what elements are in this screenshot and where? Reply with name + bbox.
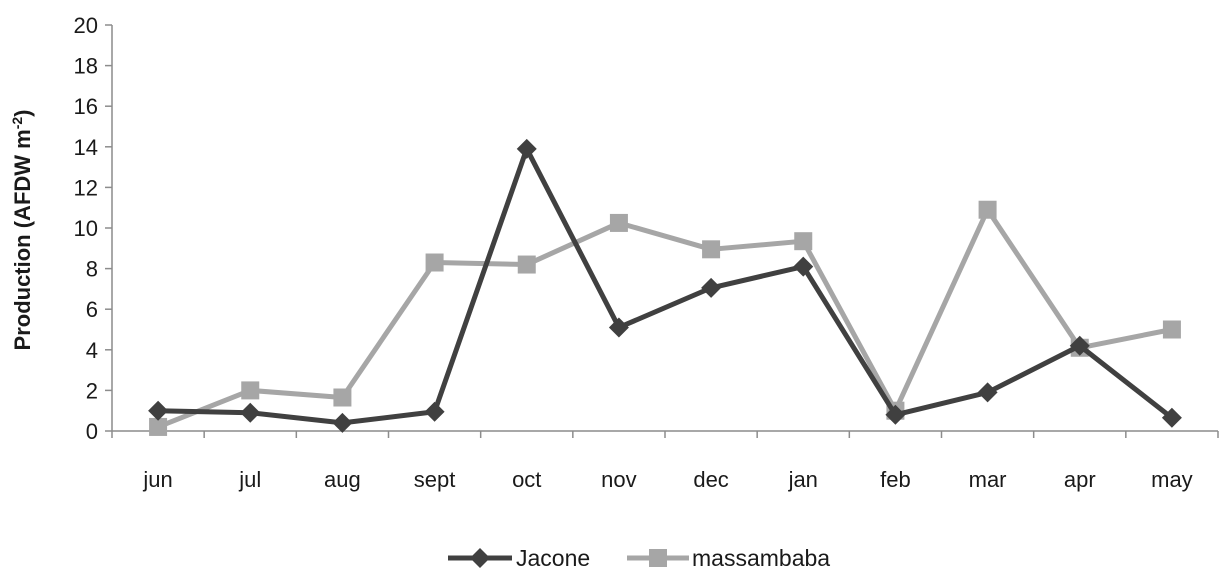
y-tick-label: 0 [86,419,98,444]
data-point-massambaba [794,232,813,251]
data-point-jacone [1161,407,1182,428]
y-tick-label: 4 [86,338,98,363]
y-tick-label: 8 [86,257,98,282]
data-point-jacone [240,402,261,423]
legend-label: massambaba [692,545,830,571]
data-point-massambaba [149,417,168,436]
data-point-massambaba [333,388,352,407]
series-line-massambaba [157,207,1173,430]
data-point-massambaba [702,240,721,259]
data-point-jacone [1069,335,1090,356]
y-tick-label: 16 [74,94,98,119]
y-tick-label: 18 [74,54,98,79]
y-tick-label: 10 [74,216,98,241]
data-point-jacone [148,400,169,421]
x-tick-label: apr [1064,467,1096,492]
data-point-massambaba [1162,320,1181,339]
data-point-jacone [793,256,814,277]
legend-item-jacone: Jacone [448,545,590,571]
x-tick-label: aug [324,467,361,492]
data-point-jacone [424,401,445,422]
data-point-massambaba [425,253,444,272]
series-line-jacone [158,146,1174,426]
data-point-jacone [516,138,537,159]
legend-marker [649,549,667,567]
data-point-massambaba [978,200,997,219]
series-jacone [148,138,1182,433]
data-point-jacone [977,382,998,403]
x-tick-label: dec [693,467,728,492]
x-tick-label: sept [414,467,456,492]
legend: Jacone massambaba [448,545,830,571]
y-tick-label: 6 [86,297,98,322]
series-layer [148,138,1182,436]
x-tick-label: feb [880,467,911,492]
x-tick-label: nov [601,467,636,492]
y-tick-label: 12 [74,175,98,200]
y-tick-label: 2 [86,378,98,403]
series-massambaba [149,200,1181,436]
data-point-massambaba [609,213,628,232]
data-point-jacone [332,412,353,433]
x-tick-label: jul [238,467,261,492]
data-point-jacone [701,277,722,298]
y-axis-title: Production (AFDW m-2) [9,110,35,351]
data-point-massambaba [517,255,536,274]
y-tick-label: 20 [74,13,98,38]
data-point-jacone [608,317,629,338]
data-point-massambaba [241,381,260,400]
legend-marker [470,548,490,568]
data-point-jacone [885,404,906,425]
x-tick-label: jan [788,467,818,492]
x-tick-label: oct [512,467,541,492]
y-tick-label: 14 [74,135,98,160]
legend-item-massambaba: massambaba [627,545,830,571]
x-tick-label: may [1151,467,1193,492]
axes: 0 2 4 6 8 10 12 14 16 18 20 jun jul aug sept oct nov dec j… [74,13,1219,492]
x-tick-label: mar [969,467,1007,492]
legend-label: Jacone [516,545,590,571]
x-tick-label: jun [142,467,172,492]
